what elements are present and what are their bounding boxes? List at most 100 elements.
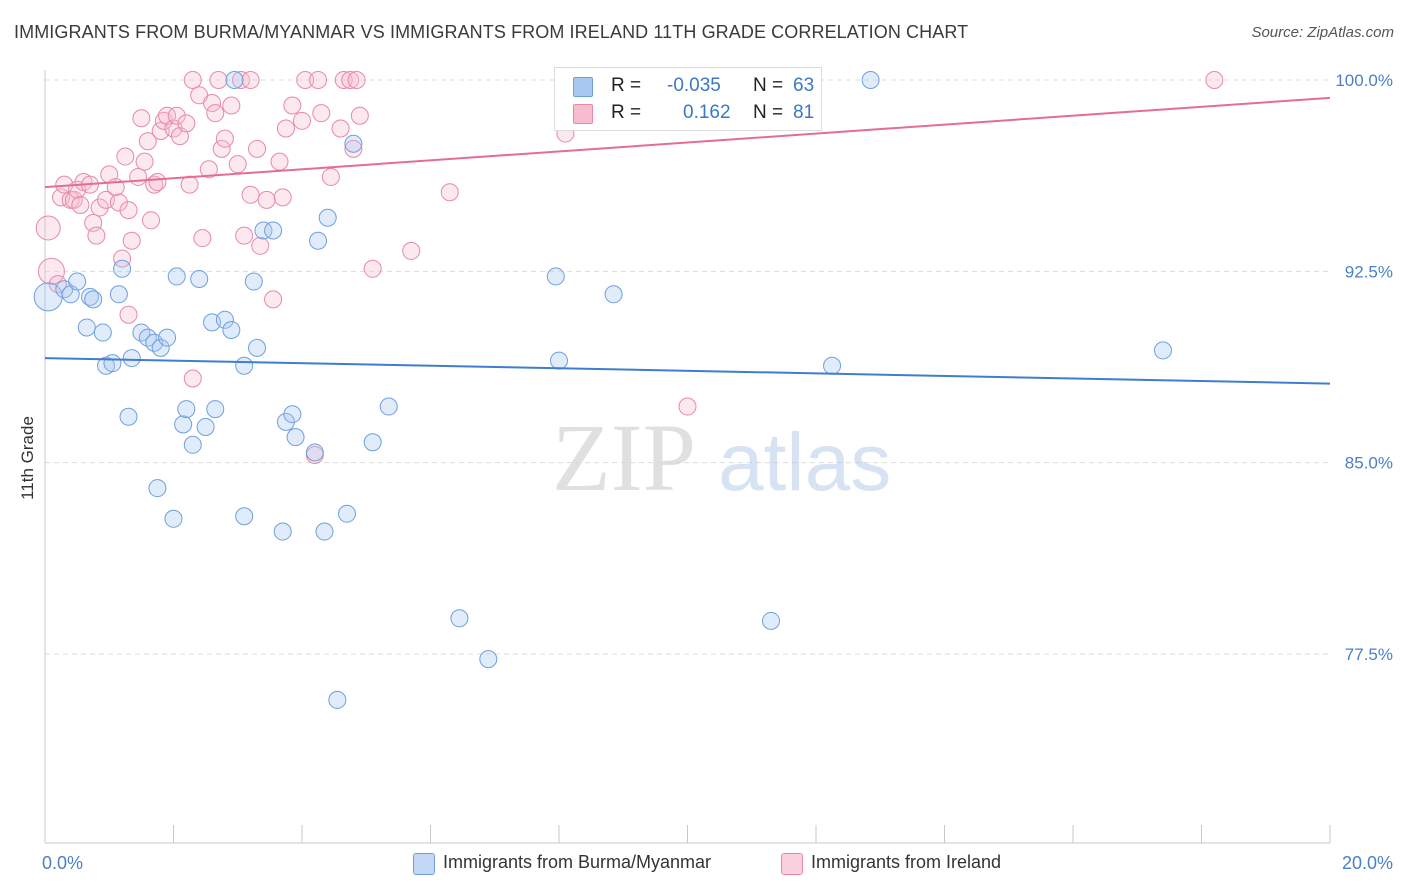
point-ireland (37, 257, 65, 285)
point-ireland (276, 119, 295, 138)
y-tick-label: 77.5% (1345, 645, 1393, 664)
source-credit: Source: ZipAtlas.com (1251, 24, 1394, 41)
point-burma (84, 290, 103, 309)
points-burma (33, 71, 1172, 709)
point-ireland (350, 106, 369, 125)
point-ireland (180, 175, 199, 194)
point-burma (309, 231, 328, 250)
point-ireland (241, 185, 260, 204)
point-burma (113, 259, 132, 278)
point-burma (77, 318, 96, 337)
point-burma (103, 354, 122, 373)
point-ireland (1205, 71, 1224, 89)
n-value: 63 (793, 75, 815, 96)
point-ireland (119, 305, 138, 324)
point-ireland (148, 173, 167, 192)
point-ireland (344, 139, 363, 158)
point-ireland (347, 71, 366, 89)
tick-labels: 100.0% 92.5% 85.0% 77.5% 0.0% 20.0% (42, 71, 1393, 873)
point-burma (344, 134, 363, 153)
point-ireland (71, 196, 90, 215)
y-tick-label: 85.0% (1345, 454, 1393, 473)
point-burma (80, 287, 99, 306)
point-burma (283, 405, 302, 424)
point-ireland (206, 104, 225, 123)
burma-legend-icon (413, 853, 435, 875)
point-ireland (402, 241, 421, 260)
point-ireland (363, 259, 382, 278)
point-ireland (309, 71, 328, 89)
point-ireland (293, 111, 311, 130)
trend-line-burma (44, 357, 1331, 385)
point-burma (222, 321, 241, 340)
point-ireland (138, 132, 157, 151)
point-ireland (248, 139, 267, 158)
point-ireland (90, 198, 109, 217)
point-ireland (235, 226, 254, 245)
watermark-zip: ZIP (552, 404, 696, 511)
point-burma (328, 690, 347, 709)
point-burma (604, 285, 623, 304)
point-burma (235, 356, 254, 375)
point-burma (276, 412, 295, 431)
point-burma (550, 351, 568, 370)
point-burma (337, 504, 356, 523)
point-ireland (222, 96, 241, 115)
point-ireland (209, 71, 228, 89)
point-ireland (212, 139, 231, 158)
x-tick-label: 0.0% (42, 853, 83, 873)
point-ireland (87, 226, 106, 245)
point-burma (244, 272, 263, 291)
point-burma (68, 272, 87, 291)
point-ireland (440, 183, 459, 202)
point-ireland (334, 71, 353, 89)
point-ireland (35, 215, 61, 241)
point-burma (190, 269, 209, 288)
point-burma (206, 400, 225, 419)
point-burma (151, 338, 170, 357)
point-ireland (113, 249, 132, 268)
point-ireland (241, 71, 260, 89)
point-burma (122, 349, 141, 368)
point-ireland (119, 201, 138, 220)
r-label: R = (611, 102, 642, 123)
point-ireland (231, 71, 250, 89)
point-burma (479, 650, 498, 669)
point-burma (286, 428, 305, 447)
point-ireland (321, 167, 340, 186)
point-burma (273, 522, 292, 541)
point-ireland (273, 188, 292, 207)
point-ireland (167, 106, 186, 125)
stats-box: R = -0.035 N = 63 R = 0.162 N = 81 (554, 67, 822, 131)
r-label: R = (611, 75, 642, 96)
point-ireland (228, 155, 247, 174)
point-ireland (142, 211, 161, 230)
legend-label: Immigrants from Ireland (811, 852, 1002, 872)
y-tick-label: 92.5% (1345, 262, 1393, 281)
burma-swatch-icon (573, 77, 593, 97)
point-ireland (193, 229, 212, 248)
legend-label: Immigrants from Burma/Myanmar (443, 852, 712, 872)
point-burma (254, 221, 273, 240)
point-burma (93, 323, 112, 342)
point-ireland (203, 93, 222, 112)
point-burma (379, 397, 398, 416)
trend-line-ireland (44, 96, 1331, 189)
point-ireland (331, 119, 350, 138)
r-value: 0.162 (683, 102, 731, 123)
x-tick-label: 20.0% (1342, 853, 1393, 873)
point-burma (762, 611, 781, 630)
watermark-atlas: atlas (718, 417, 891, 508)
point-ireland (257, 190, 276, 209)
point-ireland (341, 71, 360, 89)
point-burma (305, 443, 324, 462)
r-value: -0.035 (667, 75, 721, 96)
n-value: 81 (793, 102, 815, 123)
chart-title: IMMIGRANTS FROM BURMA/MYANMAR VS IMMIGRA… (14, 22, 969, 42)
point-burma (235, 507, 254, 526)
point-burma (225, 71, 244, 89)
point-burma (450, 609, 469, 628)
point-burma (119, 407, 138, 426)
point-ireland (116, 147, 135, 166)
